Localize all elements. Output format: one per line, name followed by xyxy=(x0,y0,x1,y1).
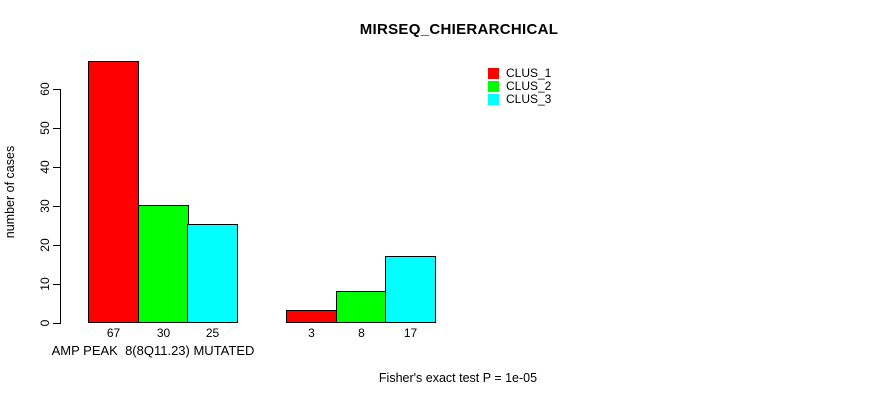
bar-clus_3-group1 xyxy=(187,224,238,323)
bar-value-label: 30 xyxy=(156,326,171,340)
x-group-label: AMP PEAK 8(8Q11.23) MUTATED xyxy=(51,343,255,358)
y-axis-label: number of cases xyxy=(3,145,17,239)
y-tick-mark xyxy=(53,128,61,129)
bar-value-label: 8 xyxy=(358,326,365,340)
y-tick-label: 30 xyxy=(38,199,52,213)
bar-clus_2-group1 xyxy=(138,205,189,323)
bar-clus_2-group2 xyxy=(336,291,387,323)
legend: CLUS_1 CLUS_2 CLUS_3 xyxy=(488,67,551,106)
legend-label: CLUS_1 xyxy=(506,66,552,80)
y-tick-mark xyxy=(53,89,61,90)
legend-label: CLUS_2 xyxy=(506,79,552,93)
legend-swatch-clus_1 xyxy=(488,68,499,79)
y-tick-mark xyxy=(53,323,61,324)
bar-value-label: 3 xyxy=(308,326,315,340)
y-tick-label: 60 xyxy=(38,82,52,96)
bar-clus_3-group2 xyxy=(385,256,436,323)
annotation-text: Fisher's exact test P = 1e-05 xyxy=(378,371,538,385)
legend-row-clus_3: CLUS_3 xyxy=(488,93,551,106)
legend-swatch-clus_3 xyxy=(488,94,499,105)
y-tick-mark xyxy=(53,167,61,168)
y-tick-label: 40 xyxy=(38,160,52,174)
bar-value-label: 17 xyxy=(403,326,418,340)
legend-swatch-clus_2 xyxy=(488,81,499,92)
y-tick-label: 0 xyxy=(38,319,52,327)
y-tick-mark xyxy=(53,284,61,285)
legend-row-clus_1: CLUS_1 xyxy=(488,67,551,80)
y-tick-label: 10 xyxy=(38,277,52,291)
chart-title: MIRSEQ_CHIERARCHICAL xyxy=(359,21,559,38)
y-tick-mark xyxy=(53,206,61,207)
y-tick-label: 50 xyxy=(38,121,52,135)
bar-clus_1-group2 xyxy=(286,310,337,323)
legend-row-clus_2: CLUS_2 xyxy=(488,80,551,93)
bar-clus_1-group1 xyxy=(88,61,139,323)
y-tick-mark xyxy=(53,245,61,246)
legend-label: CLUS_3 xyxy=(506,92,552,106)
bar-value-label: 67 xyxy=(106,326,121,340)
y-tick-label: 20 xyxy=(38,238,52,252)
bar-value-label: 25 xyxy=(205,326,220,340)
